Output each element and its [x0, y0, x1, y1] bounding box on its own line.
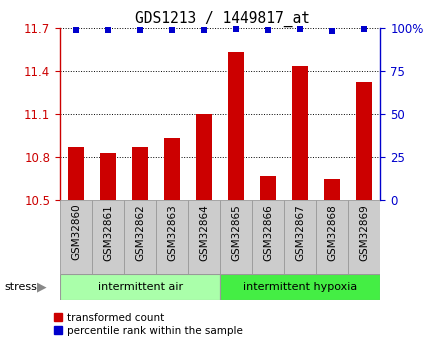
Bar	[196, 114, 212, 200]
Text: GSM32866: GSM32866	[263, 204, 273, 260]
Text: intermittent hypoxia: intermittent hypoxia	[243, 282, 357, 292]
Bar	[164, 138, 180, 200]
Bar	[324, 178, 340, 200]
Bar	[252, 200, 284, 274]
Bar	[132, 147, 148, 200]
Bar	[316, 200, 348, 274]
Bar	[260, 176, 276, 200]
Text: GSM32869: GSM32869	[360, 204, 369, 260]
Text: intermittent air: intermittent air	[97, 282, 183, 292]
Bar	[188, 200, 220, 274]
Bar	[220, 200, 252, 274]
Text: GSM32867: GSM32867	[295, 204, 305, 260]
Text: GSM32860: GSM32860	[71, 204, 81, 260]
Bar	[348, 200, 380, 274]
Text: stress: stress	[4, 282, 37, 292]
Text: GSM32861: GSM32861	[103, 204, 113, 260]
Bar	[60, 200, 92, 274]
Text: GSM32865: GSM32865	[231, 204, 241, 260]
Bar	[356, 82, 372, 200]
Text: GSM32863: GSM32863	[167, 204, 177, 260]
Bar	[60, 274, 220, 300]
Text: GDS1213 / 1449817_at: GDS1213 / 1449817_at	[135, 10, 310, 27]
Bar	[292, 66, 308, 200]
Bar	[68, 147, 84, 200]
Bar	[228, 52, 244, 200]
Text: ▶: ▶	[37, 281, 47, 294]
Text: GSM32864: GSM32864	[199, 204, 209, 260]
Bar	[156, 200, 188, 274]
Bar	[220, 274, 380, 300]
Text: GSM32862: GSM32862	[135, 204, 145, 260]
Bar	[92, 200, 124, 274]
Legend: transformed count, percentile rank within the sample: transformed count, percentile rank withi…	[50, 309, 247, 340]
Bar	[100, 152, 116, 200]
Bar	[284, 200, 316, 274]
Bar	[124, 200, 156, 274]
Text: GSM32868: GSM32868	[328, 204, 337, 260]
